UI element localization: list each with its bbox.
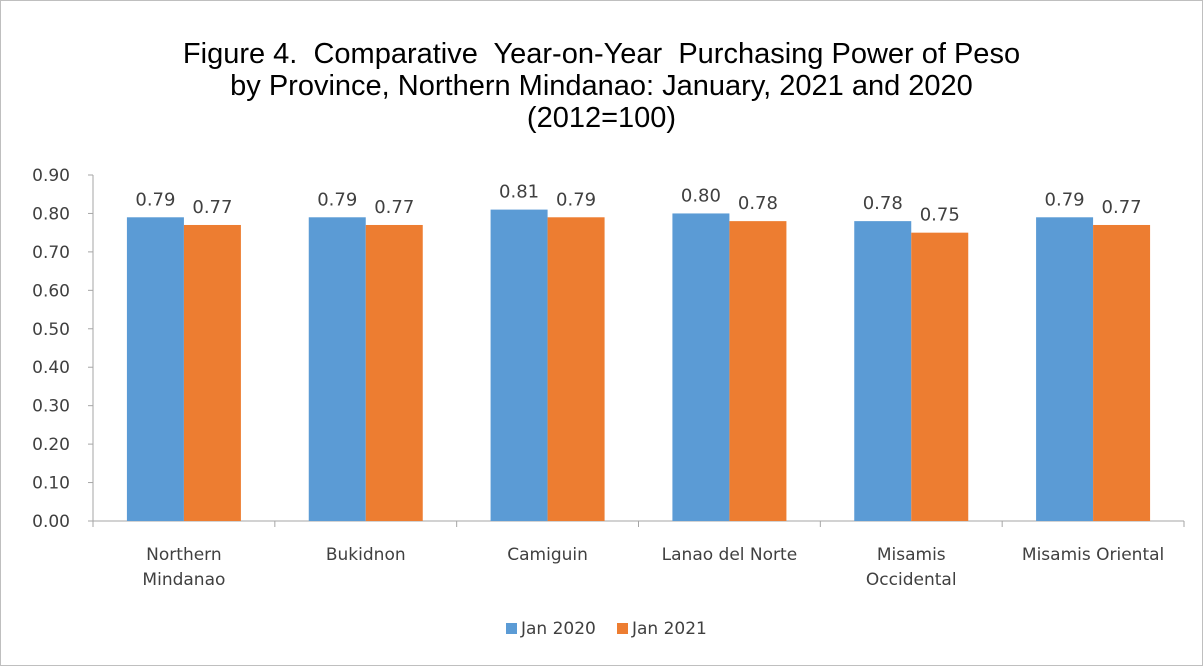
legend-label: Jan 2021 [631, 619, 707, 639]
data-label: 0.79 [317, 189, 357, 210]
x-category-label: Misamis Oriental [1022, 545, 1164, 565]
bar-jan-2020 [126, 217, 184, 522]
data-label: 0.77 [1102, 197, 1142, 218]
data-label: 0.78 [863, 193, 903, 214]
legend-swatch [506, 623, 517, 634]
chart-title-line-3: (2012=100) [526, 102, 677, 134]
x-category-label: Occidental [866, 570, 957, 590]
y-tick-label: 0.90 [32, 166, 70, 186]
y-tick-label: 0.60 [32, 281, 70, 301]
data-label: 0.79 [1045, 189, 1085, 210]
legend-label: Jan 2020 [520, 619, 596, 639]
bar-jan-2021 [365, 224, 423, 521]
bar-jan-2020 [854, 221, 912, 521]
y-tick-label: 0.20 [32, 435, 70, 455]
bar-jan-2020 [672, 213, 730, 521]
y-tick-label: 0.40 [32, 358, 70, 378]
y-tick-label: 0.80 [32, 204, 70, 224]
y-tick-label: 0.50 [32, 320, 70, 340]
x-category-label: Northern [146, 545, 221, 565]
y-tick-label: 0.10 [32, 474, 70, 494]
data-label: 0.80 [681, 185, 721, 206]
y-tick-label: 0.30 [32, 397, 70, 417]
bar-jan-2020 [308, 217, 366, 522]
bar-jan-2021 [547, 217, 605, 522]
data-label: 0.79 [556, 189, 596, 210]
data-label: 0.78 [738, 193, 778, 214]
bar-jan-2021 [729, 221, 787, 521]
chart-title-line-1: Figure 4. Comparative Year-on-Year Purch… [182, 38, 1021, 70]
data-label: 0.81 [499, 182, 539, 203]
x-category-label: Mindanao [142, 570, 225, 590]
legend-swatch [617, 623, 628, 634]
bar-jan-2021 [1093, 224, 1151, 521]
data-label: 0.77 [374, 197, 414, 218]
bar-jan-2020 [490, 209, 548, 521]
bar-jan-2021 [911, 232, 969, 521]
data-label: 0.75 [920, 205, 960, 226]
y-tick-label: 0.70 [32, 243, 70, 263]
data-label: 0.77 [192, 197, 232, 218]
bar-jan-2021 [183, 224, 241, 521]
x-category-label: Camiguin [507, 545, 588, 565]
data-label: 0.79 [135, 189, 175, 210]
bar-jan-2020 [1036, 217, 1094, 522]
x-category-label: Lanao del Norte [662, 545, 798, 565]
x-category-label: Misamis [877, 545, 946, 565]
y-tick-label: 0.00 [32, 512, 70, 532]
x-category-label: Bukidnon [326, 545, 406, 565]
chart-title-line-2: by Province, Northern Mindanao: January,… [230, 70, 973, 102]
chart-title: Figure 4. Comparative Year-on-Year Purch… [0, 38, 1203, 134]
